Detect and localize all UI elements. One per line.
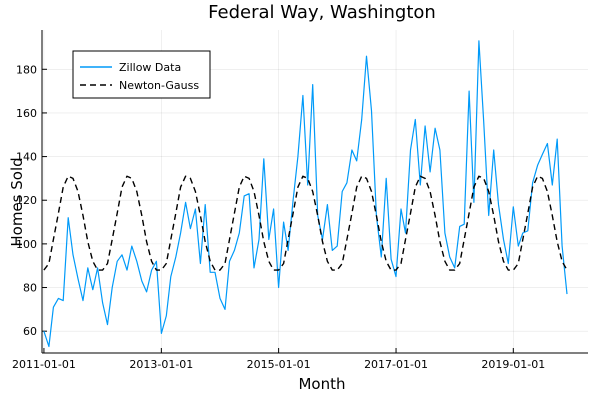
x-tick-label: 2019-01-01 [481, 358, 545, 371]
series-layer [43, 40, 568, 348]
y-tick-label: 120 [16, 194, 37, 207]
ticks: 2011-01-01 2013-01-01 2015-01-01 2017-01-01… [12, 63, 545, 371]
series-line-newton-gauss [43, 175, 568, 271]
x-tick-label: 2015-01-01 [247, 358, 311, 371]
legend-label: Newton-Gauss [119, 79, 199, 92]
legend-box [72, 50, 211, 99]
y-tick-label: 140 [16, 151, 37, 164]
legend-label: Zillow Data [119, 61, 181, 74]
x-tick-label: 2011-01-01 [12, 358, 76, 371]
y-tick-label: 80 [23, 282, 37, 295]
y-tick-label: 100 [16, 238, 37, 251]
x-tick-label: 2017-01-01 [364, 358, 428, 371]
y-tick-label: 160 [16, 107, 37, 120]
y-tick-label: 180 [16, 63, 37, 76]
chart-title: Federal Way, Washington [208, 2, 436, 23]
y-axis-label: Homes Sold [8, 157, 26, 246]
series-line-zillow-data [43, 40, 568, 348]
y-tick-label: 60 [23, 325, 37, 338]
x-tick-label: 2013-01-01 [129, 358, 193, 371]
axes [41, 30, 588, 354]
x-axis-label: Month [298, 375, 345, 393]
legend: Zillow Data Newton-Gauss [72, 50, 211, 99]
